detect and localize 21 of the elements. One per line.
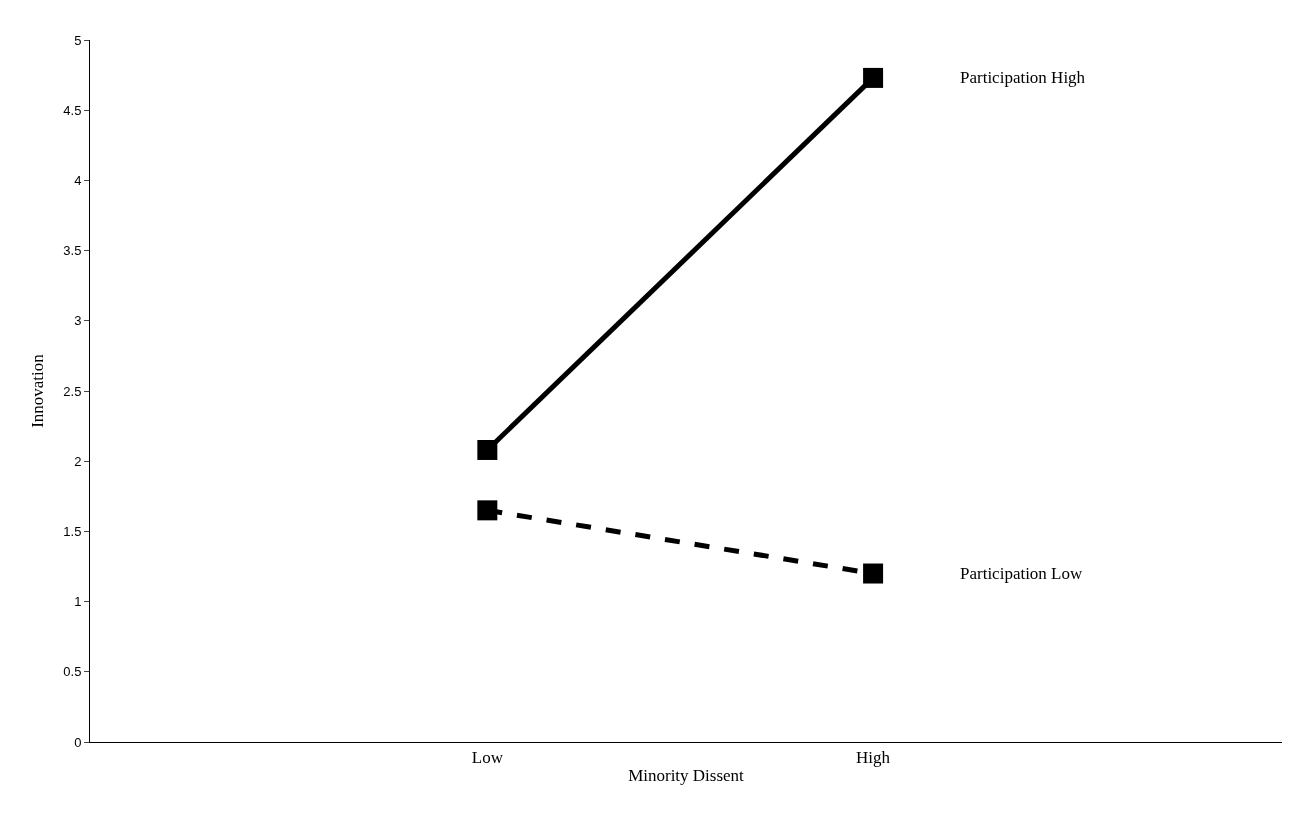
- y-tick-label: 2: [74, 453, 82, 469]
- y-axis-title: Innovation: [27, 353, 47, 428]
- x-tick-label: High: [856, 748, 891, 768]
- y-tick-label: 5: [74, 32, 82, 48]
- point: [863, 563, 884, 584]
- x-tick-label: Low: [471, 748, 504, 768]
- y-tick-label: 1: [74, 594, 82, 610]
- y-tick-label: 4: [74, 172, 82, 188]
- y-tick-label: 2.5: [63, 383, 82, 399]
- text: Participation Low: [960, 564, 1083, 583]
- y-tick-label: 3: [74, 313, 82, 329]
- y-tick-label: 3.5: [63, 243, 82, 259]
- text: Participation High: [960, 68, 1086, 87]
- y-tick-label: 0.5: [63, 664, 82, 680]
- x-axis-title: Minority Dissent: [628, 765, 745, 785]
- point: [477, 500, 498, 521]
- y-tick-label: 1.5: [63, 523, 82, 539]
- y-tick-label: 4.5: [63, 102, 82, 118]
- point: [863, 67, 884, 88]
- point: [477, 439, 498, 460]
- y-tick-label: 0: [74, 734, 82, 750]
